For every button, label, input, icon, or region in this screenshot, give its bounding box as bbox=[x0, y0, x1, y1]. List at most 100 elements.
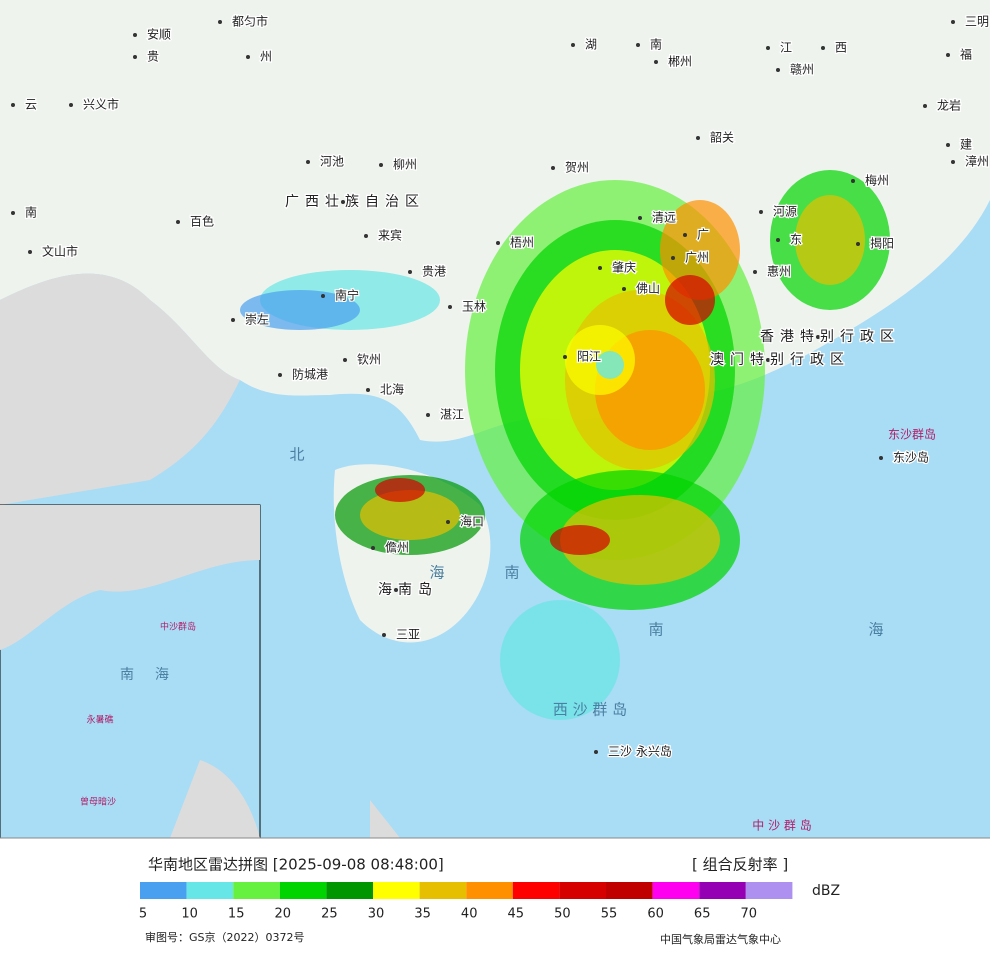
place-dot bbox=[448, 305, 452, 309]
legend-tick: 15 bbox=[228, 907, 245, 922]
place-label: 来宾 bbox=[378, 228, 402, 243]
place-dot bbox=[856, 242, 860, 246]
place-dot bbox=[636, 43, 640, 47]
place-label: 韶关 bbox=[710, 130, 734, 145]
foreign-land bbox=[370, 800, 400, 838]
place-label: 安顺 bbox=[147, 27, 171, 42]
place-dot bbox=[343, 358, 347, 362]
place-label: 梅州 bbox=[865, 173, 889, 188]
inset-label: 海 bbox=[155, 667, 169, 683]
legend-tick: 55 bbox=[601, 907, 618, 922]
legend-swatch bbox=[699, 882, 746, 899]
place-dot bbox=[426, 413, 430, 417]
place-dot bbox=[951, 20, 955, 24]
place-dot bbox=[879, 456, 883, 460]
echo bbox=[560, 495, 720, 585]
place-dot bbox=[306, 160, 310, 164]
place-dot bbox=[571, 43, 575, 47]
place-label: 阳江 bbox=[577, 350, 601, 364]
place-label: 河源 bbox=[773, 205, 797, 219]
place-label: 海口 bbox=[460, 514, 484, 529]
legend-swatch bbox=[652, 882, 700, 899]
place-label: 云 bbox=[25, 98, 37, 112]
place-label: 柳州 bbox=[393, 158, 417, 172]
legend-tick: 40 bbox=[461, 907, 478, 922]
legend-tick: 70 bbox=[741, 907, 758, 922]
inset-label: 永暑礁 bbox=[86, 714, 113, 726]
place-label: 三沙 永兴岛 bbox=[608, 744, 672, 759]
place-label: 贺州 bbox=[565, 161, 589, 175]
place-dot bbox=[753, 270, 757, 274]
place-label: 广州 bbox=[685, 251, 709, 265]
place-label: 百色 bbox=[190, 215, 214, 229]
legend-swatch bbox=[512, 882, 560, 899]
place-dot bbox=[364, 234, 368, 238]
legend-swatch bbox=[745, 882, 793, 899]
inset-label: 曾母暗沙 bbox=[80, 796, 116, 808]
place-dot bbox=[766, 46, 770, 50]
place-dot bbox=[551, 166, 555, 170]
place-label: 崇左 bbox=[245, 312, 269, 327]
inset-land bbox=[0, 505, 260, 650]
place-label: 南 bbox=[650, 37, 662, 52]
place-dot bbox=[133, 55, 137, 59]
place-label: 文山市 bbox=[42, 244, 78, 259]
place-dot bbox=[246, 55, 250, 59]
echo bbox=[665, 275, 715, 325]
place-dot bbox=[598, 266, 602, 270]
place-label: 钦州 bbox=[357, 353, 381, 367]
place-label: 清远 bbox=[652, 211, 676, 225]
sea-label: 海 bbox=[429, 564, 444, 582]
place-dot bbox=[133, 33, 137, 37]
place-dot bbox=[278, 373, 282, 377]
echo bbox=[240, 290, 360, 330]
place-dot bbox=[759, 210, 763, 214]
place-dot bbox=[946, 53, 950, 57]
legend-swatch bbox=[186, 882, 234, 899]
place-dot bbox=[654, 60, 658, 64]
legend-tick: 25 bbox=[321, 907, 338, 922]
sea-label: 北 bbox=[289, 446, 304, 464]
place-label: 南宁 bbox=[335, 288, 359, 303]
legend-tick: 5 bbox=[139, 907, 147, 922]
place-label: 东沙岛 bbox=[893, 450, 929, 465]
place-label: 郴州 bbox=[668, 55, 692, 69]
place-label: 龙岩 bbox=[937, 98, 961, 113]
place-dot bbox=[766, 358, 770, 362]
echo bbox=[360, 490, 460, 540]
place-label: 东 bbox=[790, 233, 802, 247]
place-dot bbox=[341, 200, 345, 204]
place-dot bbox=[696, 136, 700, 140]
foreign-land bbox=[0, 273, 240, 505]
place-dot bbox=[851, 179, 855, 183]
approval: 审图号：GS京（2022）0372号 bbox=[145, 930, 305, 944]
place-dot bbox=[321, 294, 325, 298]
inset-land bbox=[170, 760, 260, 838]
place-label: 贵港 bbox=[422, 265, 446, 279]
legend-swatch bbox=[279, 882, 327, 899]
place-dot bbox=[69, 103, 73, 107]
place-dot bbox=[923, 104, 927, 108]
place-label: 北海 bbox=[380, 382, 404, 397]
echo bbox=[550, 525, 610, 555]
place-dot bbox=[951, 160, 955, 164]
inset-label: 中沙群岛 bbox=[160, 621, 196, 633]
place-dot bbox=[821, 46, 825, 50]
place-label: 肇庆 bbox=[612, 260, 636, 275]
echo bbox=[660, 200, 740, 300]
inset-label: 南 bbox=[120, 667, 134, 683]
place-label: 揭阳 bbox=[870, 236, 894, 251]
place-label: 河池 bbox=[320, 155, 344, 169]
legend-tick: 35 bbox=[414, 907, 431, 922]
place-dot bbox=[28, 250, 32, 254]
place-dot bbox=[371, 546, 375, 550]
agency: 中国气象局雷达气象中心 bbox=[660, 932, 781, 946]
place-dot bbox=[218, 20, 222, 24]
legend-tick: 20 bbox=[275, 907, 292, 922]
place-label: 防城港 bbox=[292, 367, 328, 382]
place-dot bbox=[776, 238, 780, 242]
echo bbox=[500, 600, 620, 720]
legend-swatch bbox=[140, 882, 187, 899]
legend-tick: 30 bbox=[368, 907, 385, 922]
legend-tick: 10 bbox=[181, 907, 198, 922]
